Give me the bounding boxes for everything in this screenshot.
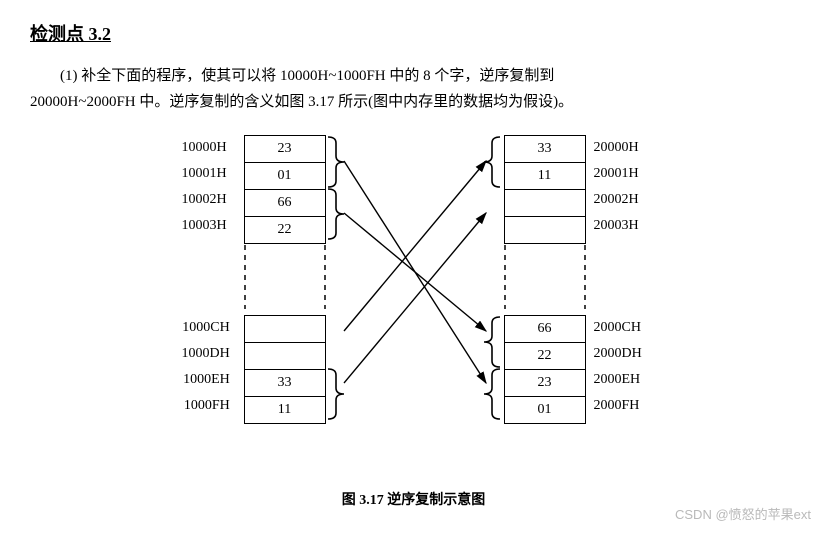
problem-line-b: 20000H~2000FH 中。逆序复制的含义如图 3.17 所示(图中内存里的… bbox=[30, 90, 573, 116]
problem-statement: (1) 补全下面的程序，使其可以将 10000H~1000FH 中的 8 个字，… bbox=[30, 64, 797, 115]
memory-cell: 23 bbox=[505, 370, 585, 397]
address-label: 1000EH bbox=[182, 367, 230, 393]
memory-cell: 22 bbox=[245, 217, 325, 243]
diagram-overlay bbox=[34, 125, 794, 485]
address-column: 10000H10001H10002H10003H bbox=[182, 135, 227, 239]
address-label: 10002H bbox=[182, 187, 227, 213]
memory-cell: 23 bbox=[245, 136, 325, 163]
memory-cell bbox=[505, 217, 585, 243]
address-label: 20003H bbox=[594, 213, 639, 239]
memory-cell: 66 bbox=[245, 190, 325, 217]
address-label: 2000DH bbox=[594, 341, 642, 367]
memory-block: 66222301 bbox=[504, 315, 586, 424]
memory-cell: 11 bbox=[245, 397, 325, 423]
address-label: 1000CH bbox=[182, 315, 230, 341]
address-column: 1000CH1000DH1000EH1000FH bbox=[182, 315, 230, 419]
address-column: 2000CH2000DH2000EH2000FH bbox=[594, 315, 642, 419]
memory-cell: 33 bbox=[245, 370, 325, 397]
address-label: 20002H bbox=[594, 187, 639, 213]
address-label: 2000EH bbox=[594, 367, 642, 393]
memory-cell bbox=[245, 316, 325, 343]
address-label: 1000FH bbox=[182, 393, 230, 419]
problem-line-a: (1) 补全下面的程序，使其可以将 10000H~1000FH 中的 8 个字，… bbox=[60, 68, 554, 84]
address-column: 20000H20001H20002H20003H bbox=[594, 135, 639, 239]
memory-block: 3311 bbox=[504, 135, 586, 244]
address-label: 10001H bbox=[182, 161, 227, 187]
address-label: 20001H bbox=[594, 161, 639, 187]
address-label: 10000H bbox=[182, 135, 227, 161]
memory-cell bbox=[505, 190, 585, 217]
memory-cell: 22 bbox=[505, 343, 585, 370]
memory-block: 3311 bbox=[244, 315, 326, 424]
memory-cell: 01 bbox=[505, 397, 585, 423]
diagram: 10000H10001H10002H10003H230166221000CH10… bbox=[34, 125, 794, 485]
section-title: 检测点 3.2 bbox=[30, 20, 797, 46]
address-label: 20000H bbox=[594, 135, 639, 161]
address-label: 2000FH bbox=[594, 393, 642, 419]
memory-cell: 11 bbox=[505, 163, 585, 190]
memory-block: 23016622 bbox=[244, 135, 326, 244]
address-label: 10003H bbox=[182, 213, 227, 239]
memory-cell: 66 bbox=[505, 316, 585, 343]
address-label: 2000CH bbox=[594, 315, 642, 341]
memory-cell: 33 bbox=[505, 136, 585, 163]
address-label: 1000DH bbox=[182, 341, 230, 367]
memory-cell bbox=[245, 343, 325, 370]
watermark: CSDN @愤怒的苹果ext bbox=[675, 504, 811, 523]
memory-cell: 01 bbox=[245, 163, 325, 190]
